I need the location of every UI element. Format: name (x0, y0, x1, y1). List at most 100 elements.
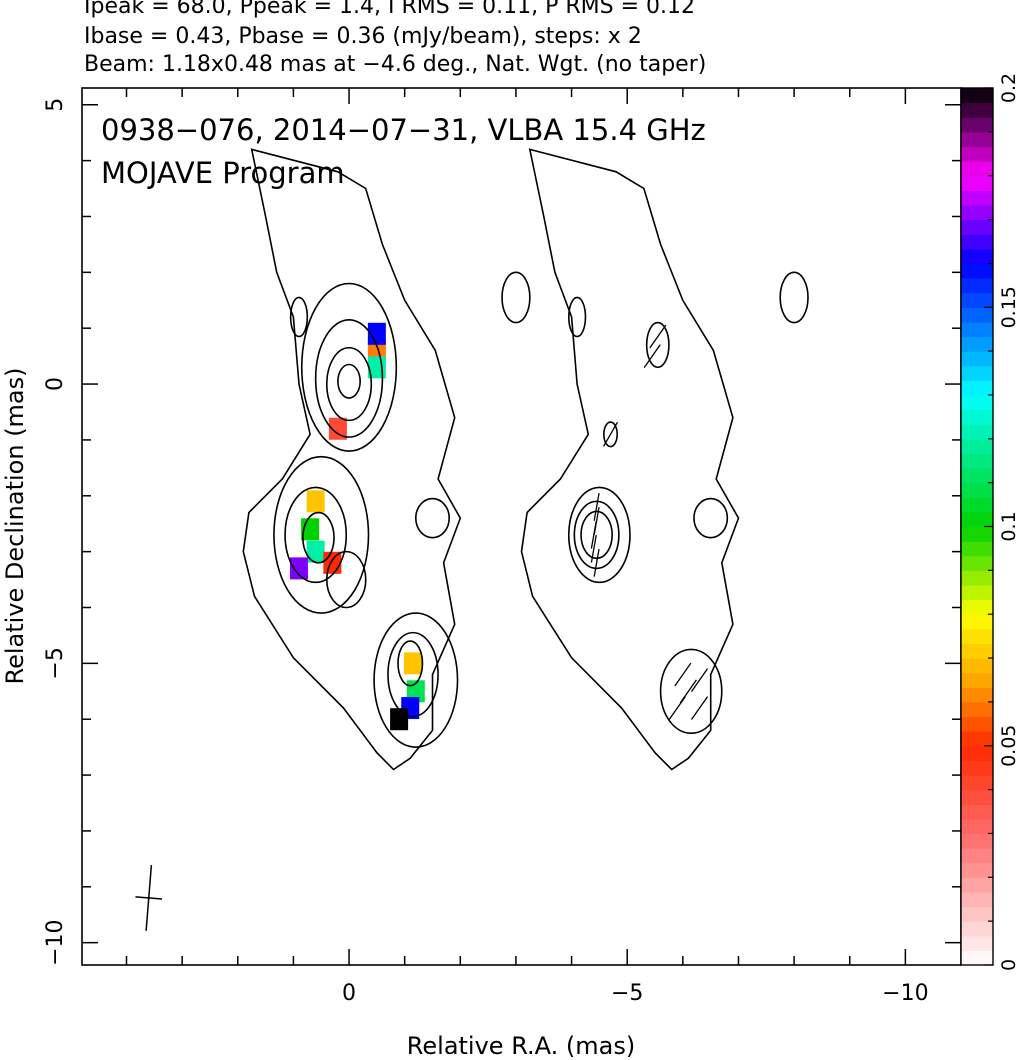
colorbar-segment (961, 380, 993, 396)
colorbar-segment (961, 848, 993, 864)
colorbar-segment (961, 365, 993, 381)
island-contour-right (567, 296, 587, 338)
colorbar-tick-label: 0.05 (998, 725, 1020, 767)
y-tick-label: −5 (43, 647, 68, 679)
colorbar-segment (961, 950, 993, 966)
colorbar-segment (961, 88, 993, 104)
island-contour (414, 497, 450, 539)
evpa-vector (690, 668, 709, 692)
header-line-3: Beam: 1.18x0.48 mas at −4.6 deg., Nat. W… (84, 52, 707, 77)
colorbar-segment (961, 541, 993, 557)
x-axis-label: Relative R.A. (mas) (407, 1032, 635, 1060)
polarized-contour-jet (603, 421, 618, 448)
evpa-vector (593, 548, 600, 577)
colorbar-segment (961, 760, 993, 776)
colorbar-segment (961, 570, 993, 586)
colorbar-segment (961, 804, 993, 820)
colorbar-segment (961, 453, 993, 469)
colorbar-segment (961, 921, 993, 937)
colorbar-segment (961, 672, 993, 688)
polarization-patch (367, 322, 386, 345)
colorbar-segment (961, 658, 993, 674)
colorbar-segment (961, 511, 993, 528)
polarized-intensity-panel (520, 148, 809, 771)
evpa-vector (690, 696, 709, 720)
colorbar-segment (961, 628, 993, 645)
colorbar-segment (961, 234, 993, 250)
component-c-contour (373, 612, 459, 748)
island-contour (289, 296, 309, 338)
colorbar-segment (961, 935, 993, 951)
beam-minor-axis (135, 896, 163, 900)
evpa-vector (590, 534, 597, 563)
island-contour-right (693, 497, 729, 539)
outer-contour-right (520, 148, 740, 771)
polarization-patch (306, 490, 325, 513)
colorbar: 0 0.05 0.1 0.15 0.2 (960, 73, 1020, 971)
x-tick-label: −10 (882, 981, 928, 1006)
colorbar-segment (961, 818, 993, 835)
polarization-patch (328, 417, 347, 440)
colorbar-segment (961, 877, 993, 893)
y-axis-label: Relative Declination (mas) (1, 367, 29, 684)
colorbar-segment (961, 438, 993, 455)
colorbar-tick-label: 0 (998, 959, 1020, 971)
chart-title: 0938−076, 2014−07−31, VLBA 15.4 GHz (101, 113, 706, 147)
colorbar-segment (961, 906, 993, 922)
colorbar-tick-label: 0.1 (998, 511, 1020, 541)
total-intensity-panel (242, 148, 531, 771)
polarization-patch (367, 339, 386, 362)
colorbar-segment (961, 263, 993, 279)
colorbar-segment (961, 175, 993, 191)
evpa-vector (668, 696, 686, 720)
colorbar-tick-label: 0.2 (998, 73, 1020, 103)
polarized-contour-core (645, 321, 670, 369)
island-contour-right (779, 271, 809, 324)
evpa-vector (643, 344, 661, 368)
colorbar-segment (961, 482, 993, 498)
component-c-contour (397, 640, 424, 687)
colorbar-segment (961, 497, 993, 513)
colorbar-segment (961, 394, 993, 411)
colorbar-segment (961, 584, 993, 601)
colorbar-segment (961, 687, 993, 703)
x-tick-label: −5 (611, 981, 643, 1006)
colorbar-segment (961, 862, 993, 878)
colorbar-segment (961, 190, 993, 206)
polarization-patch (289, 557, 308, 580)
colorbar-segment (961, 204, 993, 221)
colorbar-segment (961, 117, 993, 133)
colorbar-segment (961, 643, 993, 659)
component-b-contour (273, 455, 370, 614)
evpa-vector (649, 324, 667, 349)
component-b-contour (284, 486, 348, 584)
colorbar-segment (961, 131, 993, 148)
core-contour (325, 346, 373, 422)
colorbar-segment (961, 278, 993, 294)
y-axis-ticks: 5 0 −5 −10 (43, 98, 961, 966)
component-c-contour (325, 550, 367, 609)
colorbar-segment (961, 292, 993, 308)
evpa-vector (593, 493, 600, 521)
colorbar-segment (961, 321, 993, 338)
polarization-patch (390, 708, 409, 731)
island-contour (501, 271, 531, 324)
colorbar-segment (961, 424, 993, 440)
colorbar-segment (961, 555, 993, 571)
polarized-contour-b (580, 510, 613, 560)
plot-frame (81, 87, 962, 966)
y-tick-label: −10 (43, 919, 68, 965)
polarization-patch (404, 652, 423, 675)
evpa-vector (590, 520, 597, 549)
colorbar-segment (961, 731, 993, 747)
polarization-patch (323, 551, 342, 574)
polarization-patch (306, 540, 325, 563)
colorbar-segment (961, 745, 993, 761)
colorbar-segment (961, 891, 993, 908)
component-b-contour (302, 511, 335, 564)
colorbar-segment (961, 146, 993, 162)
colorbar-segment (961, 789, 993, 805)
beam-marker (135, 865, 163, 931)
polarized-contour-b (573, 500, 620, 570)
